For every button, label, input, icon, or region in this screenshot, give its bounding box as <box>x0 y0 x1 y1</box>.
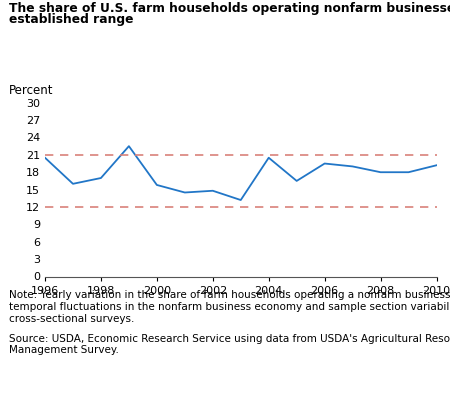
Text: Note: Yearly variation in the share of farm households operating a nonfarm busin: Note: Yearly variation in the share of f… <box>9 290 450 324</box>
Text: established range: established range <box>9 13 134 26</box>
Text: Source: USDA, Economic Research Service using data from USDA's Agricultural Reso: Source: USDA, Economic Research Service … <box>9 334 450 356</box>
Text: Percent: Percent <box>9 84 54 97</box>
Text: The share of U.S. farm households operating nonfarm businesses lies in an: The share of U.S. farm households operat… <box>9 2 450 15</box>
